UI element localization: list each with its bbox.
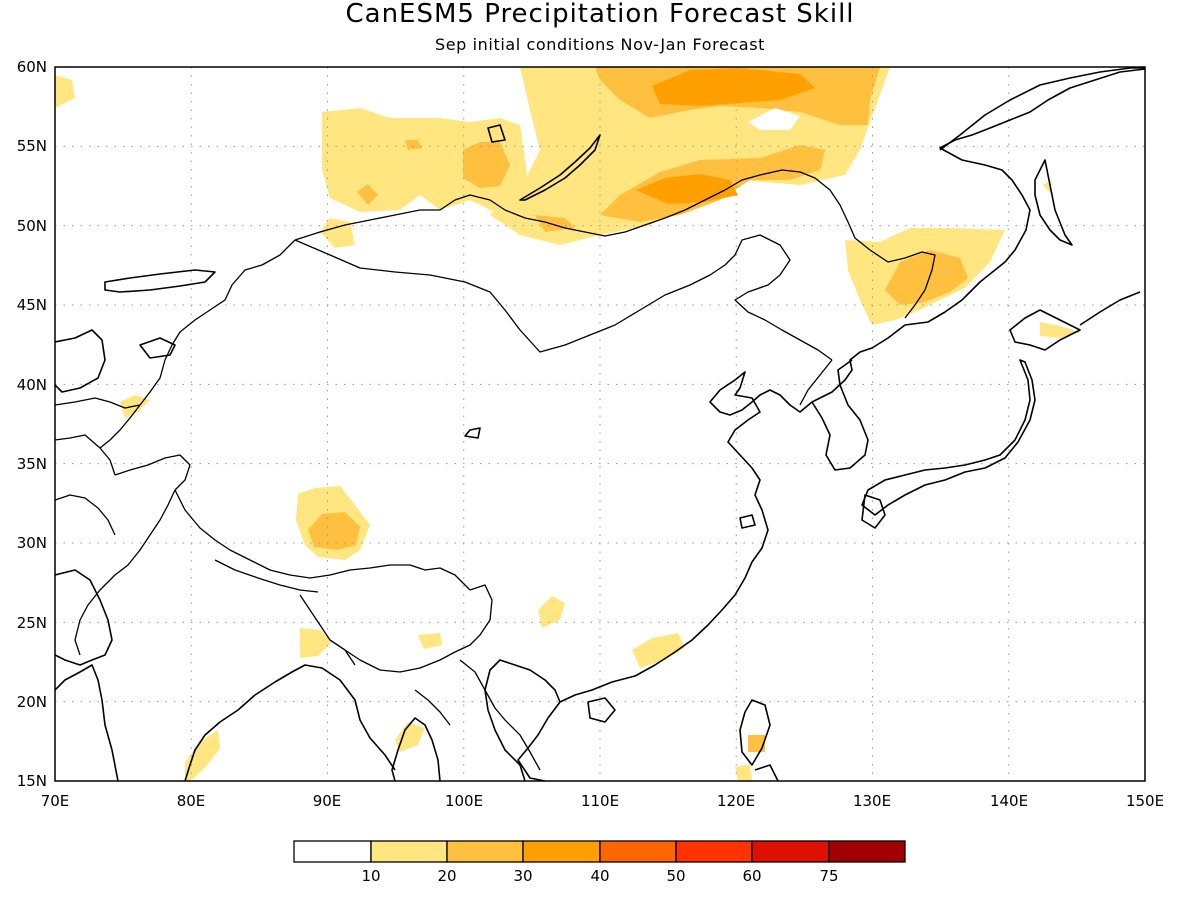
national-borders bbox=[55, 169, 936, 771]
lat-tick-label: 25N bbox=[17, 614, 47, 632]
colorbar-label: 60 bbox=[742, 867, 761, 885]
colorbar-label: 40 bbox=[590, 867, 609, 885]
lon-tick-label: 100E bbox=[445, 792, 483, 810]
colorbar-box bbox=[370, 840, 448, 863]
lon-tick-label: 110E bbox=[581, 792, 619, 810]
lat-tick-label: 55N bbox=[17, 137, 47, 155]
colorbar-box bbox=[522, 840, 601, 863]
skill-level-30-40 bbox=[636, 68, 815, 204]
chart-subtitle: Sep initial conditions Nov-Jan Forecast bbox=[435, 35, 765, 54]
lat-tick-label: 40N bbox=[17, 376, 47, 394]
map-frame bbox=[54, 66, 1146, 782]
colorbar-box bbox=[599, 840, 677, 863]
lon-tick-label: 150E bbox=[1126, 792, 1164, 810]
lat-tick-label: 35N bbox=[17, 455, 47, 473]
lon-tick-label: 70E bbox=[41, 792, 70, 810]
colorbar-label: 50 bbox=[666, 867, 685, 885]
colorbar-box bbox=[675, 840, 753, 863]
skill-shading bbox=[55, 67, 1080, 781]
colorbar-box bbox=[751, 840, 830, 863]
lat-tick-label: 20N bbox=[17, 693, 47, 711]
chart-title: CanESM5 Precipitation Forecast Skill bbox=[345, 0, 854, 29]
coastlines bbox=[55, 67, 1145, 781]
map-area: 70E 80E 90E 100E 110E 120E 130E 140E 150… bbox=[17, 58, 1164, 810]
colorbar-box bbox=[828, 840, 906, 863]
colorbar-label: 20 bbox=[437, 867, 456, 885]
colorbar-label: 10 bbox=[361, 867, 380, 885]
colorbar: 10 20 30 40 50 60 75 bbox=[293, 840, 906, 885]
latitude-ticks: 15N 20N 25N 30N 35N 40N 45N 50N 55N 60N bbox=[17, 58, 47, 790]
colorbar-label: 75 bbox=[819, 867, 838, 885]
colorbar-box bbox=[293, 840, 372, 863]
lon-tick-label: 120E bbox=[717, 792, 755, 810]
lat-tick-label: 60N bbox=[17, 58, 47, 76]
lat-tick-label: 15N bbox=[17, 772, 47, 790]
graticule bbox=[55, 67, 1145, 781]
lat-tick-label: 50N bbox=[17, 217, 47, 235]
skill-level-10-20 bbox=[55, 67, 1080, 781]
lat-tick-label: 30N bbox=[17, 534, 47, 552]
colorbar-label: 30 bbox=[513, 867, 532, 885]
lat-tick-label: 45N bbox=[17, 296, 47, 314]
longitude-ticks: 70E 80E 90E 100E 110E 120E 130E 140E 150… bbox=[41, 792, 1164, 810]
colorbar-box bbox=[446, 840, 524, 863]
lon-tick-label: 130E bbox=[853, 792, 891, 810]
lon-tick-label: 90E bbox=[313, 792, 342, 810]
lon-tick-label: 80E bbox=[177, 792, 206, 810]
lon-tick-label: 140E bbox=[990, 792, 1028, 810]
